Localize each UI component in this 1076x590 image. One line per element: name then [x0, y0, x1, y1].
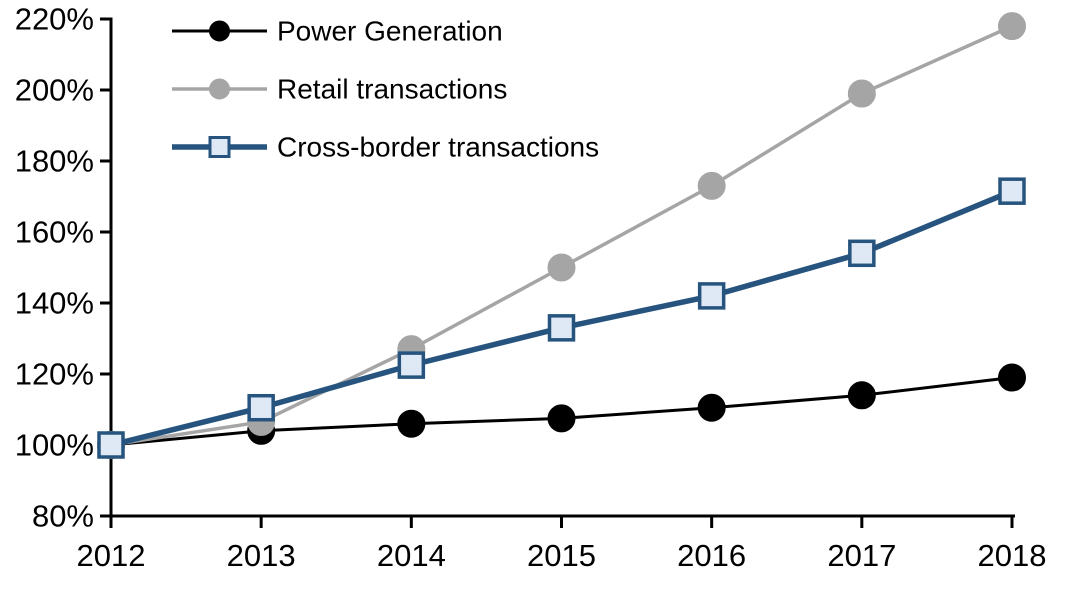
data-point-cross-border-transactions [998, 177, 1026, 205]
x-tick-label: 2013 [227, 538, 296, 573]
legend-label-power-generation: Power Generation [277, 16, 503, 47]
y-tick-label: 220% [15, 2, 94, 37]
data-point-retail-transactions [998, 12, 1026, 41]
legend-marker-cross-border-transactions [208, 136, 231, 158]
y-tick-label: 80% [32, 499, 94, 534]
series-cross-border-transactions [97, 177, 1026, 459]
data-point-power-generation [847, 381, 876, 410]
data-point-cross-border-transactions [547, 314, 576, 342]
x-tick-label: 2014 [377, 538, 446, 573]
y-tick-label: 100% [15, 428, 94, 463]
data-point-cross-border-transactions [247, 393, 275, 422]
legend-marker-power-generation [209, 20, 230, 42]
x-tick-label: 2016 [677, 538, 746, 573]
data-point-cross-border-transactions [848, 239, 876, 268]
y-axis-ticks: 80% 100% 120% 140% 160% 180% 200% 220% [15, 2, 111, 534]
data-point-power-generation [397, 409, 426, 438]
x-tick-label: 2017 [827, 538, 896, 573]
data-point-retail-transactions [847, 79, 876, 108]
x-tick-label: 2018 [978, 538, 1047, 573]
x-axis-ticks: 2012 2013 2014 2015 2016 2017 2018 [77, 516, 1047, 573]
legend-label-cross-border-transactions: Cross-border transactions [277, 132, 599, 163]
data-point-power-generation [998, 363, 1026, 392]
y-tick-label: 160% [15, 215, 94, 250]
legend-item-power-generation: Power Generation [172, 16, 503, 47]
data-point-power-generation [547, 404, 576, 433]
y-tick-label: 140% [15, 286, 94, 321]
data-point-cross-border-transactions [97, 431, 125, 459]
legend: Power Generation Retail transactions Cross… [172, 16, 599, 163]
legend-label-retail-transactions: Retail transactions [277, 74, 507, 105]
legend-marker-retail-transactions [209, 78, 230, 100]
x-tick-label: 2012 [77, 538, 146, 573]
data-point-cross-border-transactions [397, 351, 426, 379]
legend-item-retail-transactions: Retail transactions [172, 74, 507, 105]
y-tick-label: 120% [15, 357, 94, 392]
data-point-retail-transactions [697, 171, 726, 200]
y-tick-label: 200% [15, 73, 94, 108]
data-point-retail-transactions [547, 253, 576, 282]
data-point-cross-border-transactions [697, 282, 726, 310]
x-tick-label: 2015 [527, 538, 596, 573]
legend-item-cross-border-transactions: Cross-border transactions [172, 132, 599, 163]
data-point-power-generation [697, 393, 726, 422]
y-tick-label: 180% [15, 144, 94, 179]
